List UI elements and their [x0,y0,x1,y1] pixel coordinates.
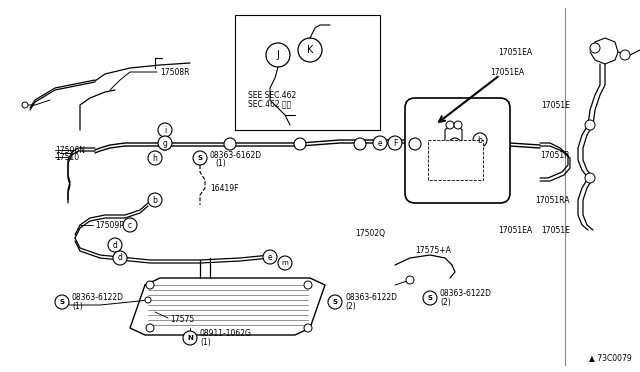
Circle shape [304,324,312,332]
Circle shape [158,136,172,150]
Text: 17575: 17575 [170,315,195,324]
Circle shape [55,295,69,309]
Text: (1): (1) [215,158,226,167]
Text: 17502Q: 17502Q [355,228,385,237]
Circle shape [304,281,312,289]
Circle shape [108,238,122,252]
Text: (2): (2) [440,298,451,307]
FancyBboxPatch shape [405,98,510,203]
Text: SEC.462 参照: SEC.462 参照 [248,99,291,109]
Text: J: J [276,50,280,60]
Circle shape [454,121,462,129]
Text: 08363-6122D: 08363-6122D [345,294,397,302]
Circle shape [585,120,595,130]
Text: S: S [60,299,65,305]
Text: 08363-6162D: 08363-6162D [210,151,262,160]
Text: (1): (1) [72,301,83,311]
Text: N: N [187,335,193,341]
Text: ▲ 73C0079: ▲ 73C0079 [589,353,632,362]
Circle shape [409,138,421,150]
Text: K: K [307,45,313,55]
Circle shape [22,102,28,108]
Text: 17051EA: 17051EA [490,67,524,77]
Circle shape [406,276,414,284]
Circle shape [388,136,402,150]
Bar [235,15,380,130]
Text: SEE SEC.462: SEE SEC.462 [248,90,296,99]
Circle shape [193,151,207,165]
Text: (1): (1) [200,337,211,346]
Text: 16419F: 16419F [210,183,239,192]
Circle shape [449,138,461,150]
Text: 17509P: 17509P [95,221,124,230]
Text: 08363-6122D: 08363-6122D [440,289,492,298]
Text: 17051E: 17051E [541,225,570,234]
Circle shape [123,218,137,232]
Text: 17506N: 17506N [55,145,85,154]
Text: e: e [268,253,272,262]
Circle shape [263,250,277,264]
Circle shape [266,43,290,67]
Circle shape [148,151,162,165]
Text: 17051R: 17051R [541,151,570,160]
Text: 17508R: 17508R [160,67,189,77]
Text: d: d [113,241,117,250]
Circle shape [328,295,342,309]
Circle shape [294,138,306,150]
Text: 08911-1062G: 08911-1062G [200,330,252,339]
Circle shape [423,291,437,305]
Circle shape [446,121,454,129]
Text: d: d [118,253,122,263]
Circle shape [224,138,236,150]
Circle shape [620,50,630,60]
Text: (2): (2) [345,301,356,311]
Text: b: b [477,135,483,144]
Circle shape [354,138,366,150]
Text: S: S [333,299,337,305]
Text: h: h [152,154,157,163]
Text: 17051EA: 17051EA [498,225,532,234]
Circle shape [298,38,322,62]
Circle shape [585,173,595,183]
Circle shape [145,297,151,303]
Circle shape [373,136,387,150]
Circle shape [473,133,487,147]
Text: i: i [164,125,166,135]
Circle shape [113,251,127,265]
Circle shape [278,256,292,270]
Text: S: S [428,295,433,301]
Text: 08363-6122D: 08363-6122D [72,294,124,302]
Text: c: c [128,221,132,230]
Text: 17051E: 17051E [541,100,570,109]
Circle shape [158,123,172,137]
Text: 17051RA: 17051RA [536,196,570,205]
Circle shape [183,331,197,345]
Circle shape [159,138,171,150]
Text: F: F [393,138,397,148]
Text: 17575+A: 17575+A [415,246,451,254]
Bar [428,140,483,180]
Text: b: b [152,196,157,205]
Circle shape [148,193,162,207]
Circle shape [590,43,600,53]
Text: g: g [163,138,168,148]
Text: 17510: 17510 [55,153,79,161]
Text: S: S [198,155,202,161]
Text: m: m [282,260,289,266]
Text: 17051EA: 17051EA [498,48,532,57]
Circle shape [146,281,154,289]
Circle shape [146,324,154,332]
Text: e: e [378,138,382,148]
